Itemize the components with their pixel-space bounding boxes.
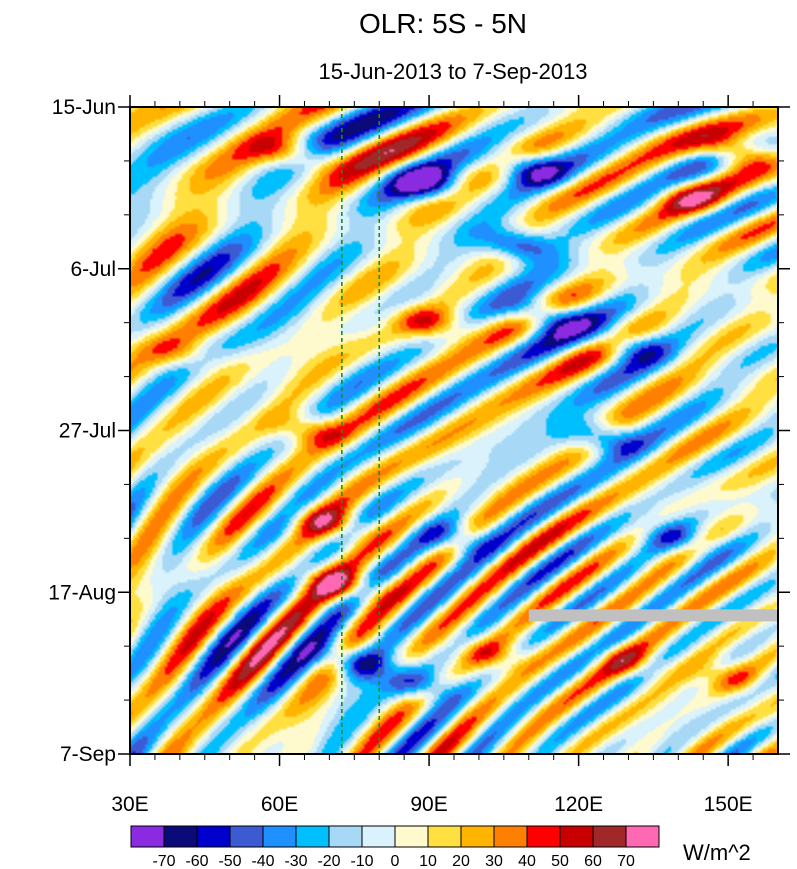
colorbar-label-7: 0: [391, 853, 400, 869]
chart-title: OLR: 5S - 5N: [359, 8, 527, 39]
missing-data-layer: [528, 609, 778, 622]
colorbar-box-1: [163, 825, 198, 848]
y-tick-label-0: 15-Jun: [52, 96, 116, 119]
colorbar-box-13: [559, 825, 594, 848]
colorbar-label-12: 50: [551, 853, 569, 869]
x-tick-label-0: 30E: [111, 793, 148, 816]
colorbar-box-15: [625, 825, 660, 848]
axes: 30E 60E 90E 120E 150E 15-Jun 6-Jul 27-Jul 17-Aug…: [48, 95, 790, 816]
colorbar-label-10: 30: [485, 853, 503, 869]
colorbar-box-12: [526, 825, 561, 848]
colorbar-label-11: 40: [518, 853, 536, 869]
x-tick-label-3: 120E: [554, 793, 603, 816]
colorbar-box-7: [361, 825, 396, 848]
x-tick-label-1: 60E: [261, 793, 298, 816]
x-tick-label-2: 90E: [410, 793, 447, 816]
colorbar-label-4: -30: [284, 853, 307, 869]
colorbar-label-3: -40: [251, 853, 274, 869]
colorbar-box-4: [262, 825, 297, 848]
colorbar-box-9: [427, 825, 462, 848]
heatmap-field: [130, 107, 778, 754]
colorbar: -70 -60 -50 -40 -30 -20 -10 0 10 20 30 40 50 60 70: [130, 825, 660, 869]
colorbar-label-0: -70: [152, 853, 175, 869]
x-tick-label-4: 150E: [704, 793, 753, 816]
colorbar-box-10: [460, 825, 495, 848]
chart-subtitle: 15-Jun-2013 to 7-Sep-2013: [318, 59, 587, 84]
colorbar-box-6: [328, 825, 363, 848]
colorbar-box-11: [493, 825, 528, 848]
reference-lines: [341, 107, 381, 754]
heatmap-raster: [130, 107, 778, 754]
colorbar-label-6: -10: [350, 853, 373, 869]
y-tick-label-4: 7-Sep: [60, 743, 116, 766]
colorbar-label-13: 60: [584, 853, 602, 869]
y-tick-label-2: 27-Jul: [59, 420, 116, 443]
colorbar-label-14: 70: [617, 853, 635, 869]
colorbar-label-2: -50: [218, 853, 241, 869]
colorbar-label-1: -60: [185, 853, 208, 869]
y-tick-label-1: 6-Jul: [70, 258, 116, 281]
colorbar-label-9: 20: [452, 853, 470, 869]
colorbar-box-5: [295, 825, 330, 848]
colorbar-unit-label: W/m^2: [683, 840, 751, 865]
colorbar-box-8: [394, 825, 429, 848]
colorbar-box-0: [130, 825, 165, 848]
colorbar-box-3: [229, 825, 264, 848]
colorbar-label-8: 10: [419, 853, 437, 869]
colorbar-label-5: -20: [317, 853, 340, 869]
missing-data-bar-0: [528, 609, 778, 622]
colorbar-box-2: [196, 825, 231, 848]
y-tick-label-3: 17-Aug: [48, 581, 116, 604]
colorbar-box-14: [592, 825, 627, 848]
